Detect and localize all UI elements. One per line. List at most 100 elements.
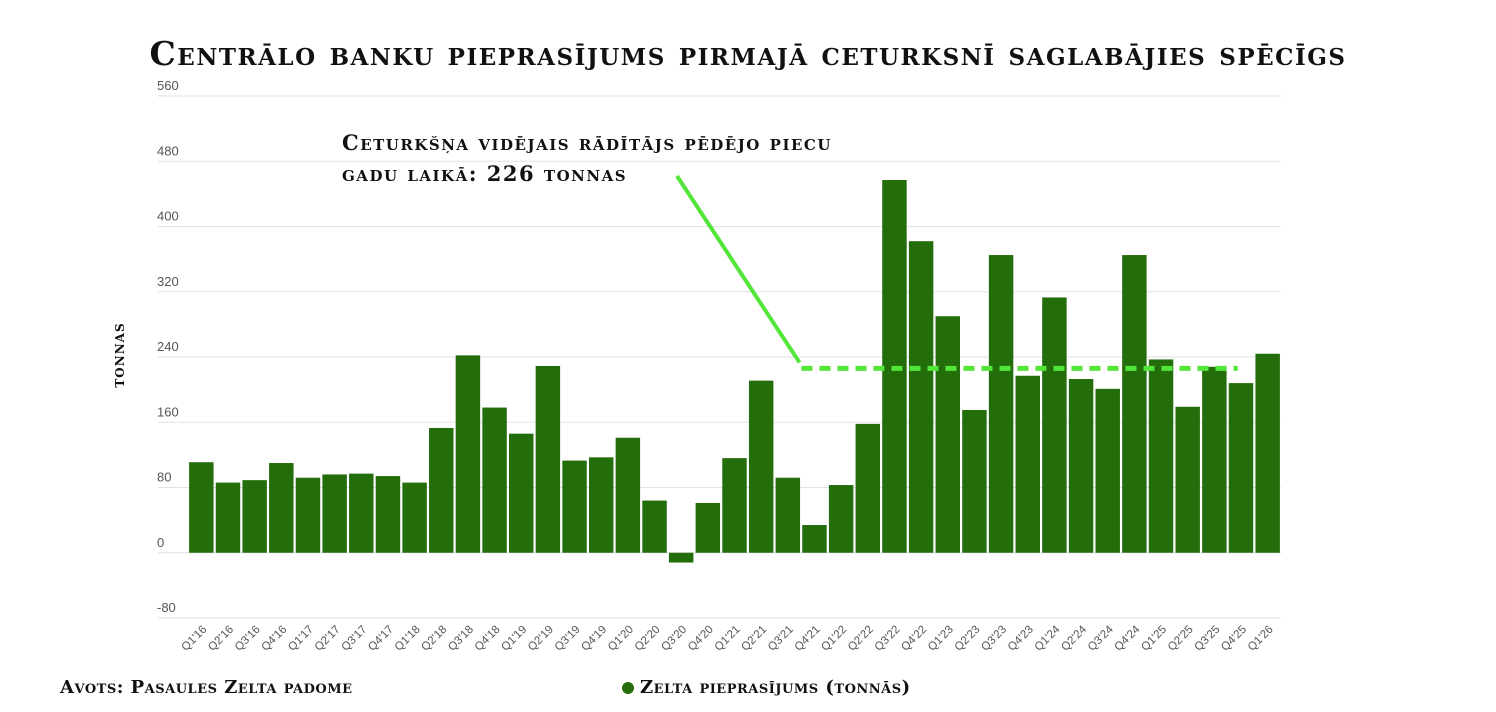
- x-tick-label: Q4'23: [1006, 624, 1036, 654]
- y-axis-ticks: -80 0 80 160 240 320 400 480 560: [157, 78, 179, 615]
- x-tick-label: Q4'17: [366, 624, 396, 654]
- bar: [455, 355, 481, 553]
- y-tick-label: -80: [157, 600, 176, 615]
- bar: [215, 482, 241, 553]
- bar: [722, 458, 747, 553]
- bar: [242, 480, 267, 553]
- legend-marker-icon: [622, 682, 634, 694]
- bar: [588, 457, 614, 553]
- y-tick-label: 560: [157, 78, 179, 93]
- x-tick-label: Q2'21: [739, 624, 769, 654]
- y-tick-label: 160: [157, 404, 179, 419]
- x-tick-label: Q1'26: [1246, 624, 1276, 654]
- bar: [962, 410, 987, 553]
- bar: [1095, 388, 1120, 553]
- x-tick-label: Q4'20: [686, 624, 716, 654]
- bar: [1015, 375, 1040, 553]
- x-tick-label: Q3'22: [873, 624, 903, 654]
- x-tick-label: Q2'18: [419, 624, 449, 654]
- bar: [1228, 383, 1254, 553]
- bar: [935, 316, 960, 553]
- bar: [802, 525, 827, 553]
- x-tick-label: Q1'22: [819, 624, 849, 654]
- bar: [269, 463, 294, 553]
- x-tick-label: Q1'20: [606, 624, 636, 654]
- bar: [988, 255, 1014, 553]
- bar: [855, 423, 881, 553]
- x-tick-label: Q3'16: [233, 624, 263, 654]
- y-tick-label: 0: [157, 535, 164, 550]
- y-tick-label: 80: [157, 470, 171, 485]
- bar: [189, 462, 214, 553]
- bar: [375, 476, 401, 553]
- bar: [349, 473, 374, 553]
- x-tick-label: Q3'17: [339, 624, 369, 654]
- bar: [1122, 255, 1147, 553]
- x-tick-label: Q4'21: [793, 624, 823, 654]
- bar: [642, 500, 667, 553]
- x-tick-label: Q1'21: [713, 624, 743, 654]
- x-tick-label: Q1'24: [1033, 623, 1063, 653]
- x-tick-label: Q2'25: [1166, 624, 1196, 654]
- y-tick-label: 400: [157, 209, 179, 224]
- y-axis-label: tonnas: [109, 322, 129, 387]
- bar: [748, 380, 774, 553]
- y-tick-label: 480: [157, 143, 179, 158]
- bar: [1068, 379, 1094, 553]
- x-tick-label: Q3'18: [446, 624, 476, 654]
- x-tick-label: Q4'18: [473, 624, 503, 654]
- y-tick-label: 320: [157, 274, 179, 289]
- legend-label: Zelta pieprasījums (tonnās): [640, 677, 911, 698]
- x-tick-label: Q3'25: [1193, 624, 1223, 654]
- bar: [1042, 297, 1067, 553]
- x-tick-label: Q1'17: [286, 624, 316, 654]
- legend: Zelta pieprasījums (tonnās): [622, 677, 911, 698]
- x-tick-label: Q2'24: [1059, 623, 1089, 653]
- bars: [189, 180, 1280, 563]
- x-tick-label: Q4'24: [1113, 623, 1143, 653]
- chart-title: Centrālo banku pieprasījums pirmajā cetu…: [149, 34, 1347, 73]
- bar: [1202, 366, 1227, 553]
- bar: [695, 502, 721, 553]
- bar: [1148, 359, 1174, 553]
- x-tick-label: Q4'16: [259, 624, 289, 654]
- bar: [402, 482, 427, 553]
- x-tick-label: Q3'23: [979, 624, 1009, 654]
- bar: [295, 477, 321, 553]
- bar: [482, 407, 507, 553]
- x-axis-ticks: Q1'16Q2'16Q3'16Q4'16Q1'17Q2'17Q3'17Q4'17…: [180, 623, 1276, 653]
- annotation-line-1: Ceturkšņa vidējais rādītājs pēdējo piecu: [342, 130, 832, 155]
- x-tick-label: Q1'19: [499, 624, 529, 654]
- x-tick-label: Q1'18: [393, 624, 423, 654]
- bar: [828, 485, 854, 553]
- bar: [322, 474, 347, 553]
- x-tick-label: Q1'23: [926, 624, 956, 654]
- bar: [668, 552, 694, 563]
- x-tick-label: Q1'25: [1139, 624, 1169, 654]
- x-tick-label: Q3'21: [766, 624, 796, 654]
- x-tick-label: Q2'19: [526, 624, 556, 654]
- x-tick-label: Q4'25: [1219, 624, 1249, 654]
- bar: [562, 460, 587, 553]
- x-tick-label: Q2'22: [846, 624, 876, 654]
- bar: [1175, 406, 1200, 553]
- x-tick-label: Q3'20: [659, 624, 689, 654]
- bar: [429, 427, 454, 553]
- x-tick-label: Q3'24: [1086, 623, 1116, 653]
- x-tick-label: Q2'20: [633, 624, 663, 654]
- bar: [535, 365, 561, 553]
- x-tick-label: Q2'23: [953, 624, 983, 654]
- bar: [908, 241, 934, 553]
- source-note: Avots: Pasaules Zelta padome: [60, 677, 353, 698]
- x-tick-label: Q4'19: [579, 624, 609, 654]
- y-tick-label: 240: [157, 339, 179, 354]
- x-tick-label: Q4'22: [899, 624, 929, 654]
- bar: [775, 477, 801, 553]
- annotation-pointer-line: [675, 174, 802, 364]
- x-tick-label: Q2'16: [206, 624, 236, 654]
- bar: [615, 437, 641, 553]
- bar: [1255, 353, 1280, 553]
- bar: [509, 433, 534, 553]
- x-tick-label: Q3'19: [553, 624, 583, 654]
